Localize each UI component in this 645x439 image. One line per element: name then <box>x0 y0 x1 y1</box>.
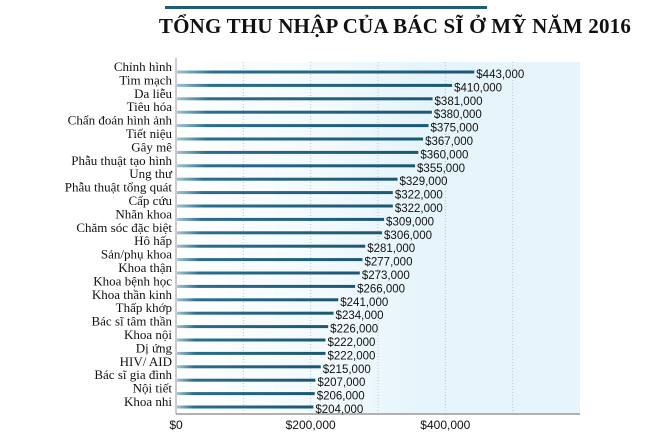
category-label: Nhãn khoa <box>115 206 172 221</box>
bar <box>177 244 366 248</box>
bar <box>177 83 453 87</box>
value-label: $322,000 <box>395 190 443 202</box>
value-label: $322,000 <box>395 203 443 215</box>
category-label: Chăm sóc đặc biệt <box>76 220 172 235</box>
value-label: $222,000 <box>327 350 375 362</box>
category-label: Gây mê <box>131 139 172 154</box>
bar <box>177 70 475 74</box>
category-label: Chẩn đoán hình ảnh <box>68 113 173 128</box>
category-label: Cấp cứu <box>128 193 172 208</box>
title-rule <box>165 6 487 9</box>
value-label: $381,000 <box>435 96 483 108</box>
value-label: $360,000 <box>420 149 468 161</box>
value-label: $443,000 <box>476 69 524 81</box>
value-label: $380,000 <box>434 109 482 121</box>
value-label: $204,000 <box>315 404 363 416</box>
category-label: Chỉnh hình <box>114 59 173 74</box>
category-label: Bác sĩ gia đình <box>94 367 172 382</box>
bar <box>177 271 360 275</box>
category-label: Nội tiết <box>133 381 173 396</box>
bar <box>177 177 398 181</box>
category-label: Ung thư <box>129 166 173 181</box>
category-label: Khoa bệnh học <box>93 273 172 288</box>
value-label: $241,000 <box>340 297 388 309</box>
value-label: $226,000 <box>330 324 378 336</box>
bar <box>177 137 424 141</box>
value-label: $309,000 <box>386 216 434 228</box>
bar <box>177 284 356 288</box>
bar <box>177 338 326 342</box>
value-label: $367,000 <box>425 136 473 148</box>
category-label: Tiết niệu <box>126 126 173 141</box>
bar <box>177 150 419 154</box>
bar <box>177 191 393 195</box>
category-label: HIV/ AID <box>120 354 172 369</box>
category-label: Tiêu hóa <box>127 99 173 114</box>
category-label: Khoa thận <box>118 260 172 275</box>
category-label: Bác sĩ tâm thần <box>91 314 172 329</box>
category-label: Phẫu thuật tổng quát <box>65 180 173 195</box>
x-tick-label: $400,000 <box>420 418 470 432</box>
bar <box>177 204 393 208</box>
x-tick-label: $200,000 <box>286 418 336 432</box>
value-label: $306,000 <box>384 230 432 242</box>
category-label: Tim mạch <box>119 72 172 87</box>
category-label: Thấp khớp <box>116 300 172 315</box>
bar <box>177 231 383 235</box>
plot-area <box>176 62 580 414</box>
bar <box>177 258 363 262</box>
value-label: $329,000 <box>400 176 448 188</box>
bar <box>177 164 416 168</box>
value-label: $355,000 <box>417 163 465 175</box>
chart-title: TỔNG THU NHẬP CỦA BÁC SĨ Ở MỸ NĂM 2016 <box>158 14 632 38</box>
x-tick-label: $0 <box>169 418 183 432</box>
category-label: Da liễu <box>134 86 172 101</box>
bar <box>177 351 326 355</box>
bar <box>177 365 321 369</box>
bar <box>177 217 385 221</box>
value-label: $215,000 <box>323 364 371 376</box>
value-label: $273,000 <box>362 270 410 282</box>
value-label: $234,000 <box>336 310 384 322</box>
category-label: Hô hấp <box>134 233 172 248</box>
bar <box>177 378 316 382</box>
value-label: $281,000 <box>367 243 415 255</box>
bar <box>177 97 433 101</box>
category-label: Sản/phụ khoa <box>101 247 172 262</box>
value-label: $206,000 <box>317 391 365 403</box>
category-label: Khoa thần kinh <box>92 287 173 302</box>
value-label: $266,000 <box>357 283 405 295</box>
bar <box>177 110 432 114</box>
category-label: Phẫu thuật tạo hình <box>71 153 172 168</box>
bar <box>177 311 334 315</box>
value-label: $410,000 <box>454 82 502 94</box>
bar <box>177 124 429 128</box>
category-label: Dị ứng <box>136 340 173 355</box>
bar <box>177 405 314 409</box>
bar <box>177 325 329 329</box>
bar <box>177 298 339 302</box>
category-label: Khoa nội <box>124 327 172 342</box>
value-label: $277,000 <box>365 257 413 269</box>
bar <box>177 392 315 396</box>
value-label: $222,000 <box>327 337 375 349</box>
value-label: $207,000 <box>317 377 365 389</box>
value-label: $375,000 <box>431 123 479 135</box>
category-label: Khoa nhi <box>124 394 172 409</box>
